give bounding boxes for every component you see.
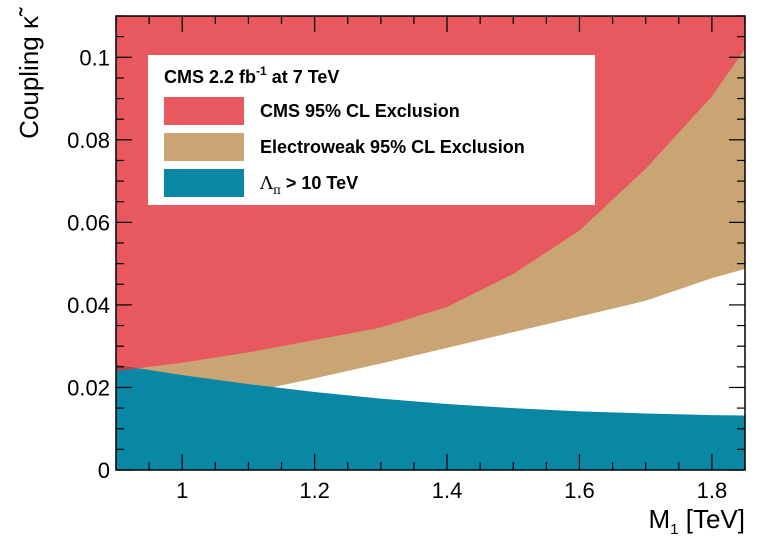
- x-tick-label: 1.6: [564, 478, 595, 503]
- lambda-region: [116, 364, 745, 470]
- y-tick-label: 0.04: [67, 293, 110, 318]
- y-axis-title: Coupling κ̃: [14, 7, 44, 139]
- legend: CMS 2.2 fb-1 at 7 TeV CMS 95% CL Exclusi…: [148, 55, 595, 205]
- y-tick-label: 0.1: [79, 45, 110, 70]
- y-tick-label: 0.02: [67, 375, 110, 400]
- x-tick-label: 1.2: [299, 478, 330, 503]
- axis-tick-labels: 1 1.2 1.4 1.6 1.8 0 0.02 0.04 0.06 0.08 0.1: [67, 45, 727, 503]
- legend-swatch-cms: [164, 97, 244, 125]
- x-axis-title: M1 [TeV]: [649, 504, 746, 538]
- legend-swatch-electroweak: [164, 133, 244, 161]
- y-tick-label: 0: [98, 458, 110, 483]
- legend-swatch-lambda: [164, 169, 244, 197]
- svg-text:Coupling κ̃: Coupling κ̃: [14, 7, 44, 139]
- y-tick-label: 0.08: [67, 128, 110, 153]
- x-tick-label: 1.8: [697, 478, 728, 503]
- axis-ticks: [115, 15, 746, 471]
- x-tick-label: 1.4: [432, 478, 463, 503]
- y-tick-label: 0.06: [67, 210, 110, 235]
- x-tick-label: 1: [176, 478, 188, 503]
- legend-label-electroweak: Electroweak 95% CL Exclusion: [260, 137, 525, 157]
- legend-label-lambda: Λπ > 10 TeV: [259, 173, 358, 197]
- legend-label-cms: CMS 95% CL Exclusion: [260, 101, 460, 121]
- legend-header: CMS 2.2 fb-1 at 7 TeV: [164, 64, 339, 87]
